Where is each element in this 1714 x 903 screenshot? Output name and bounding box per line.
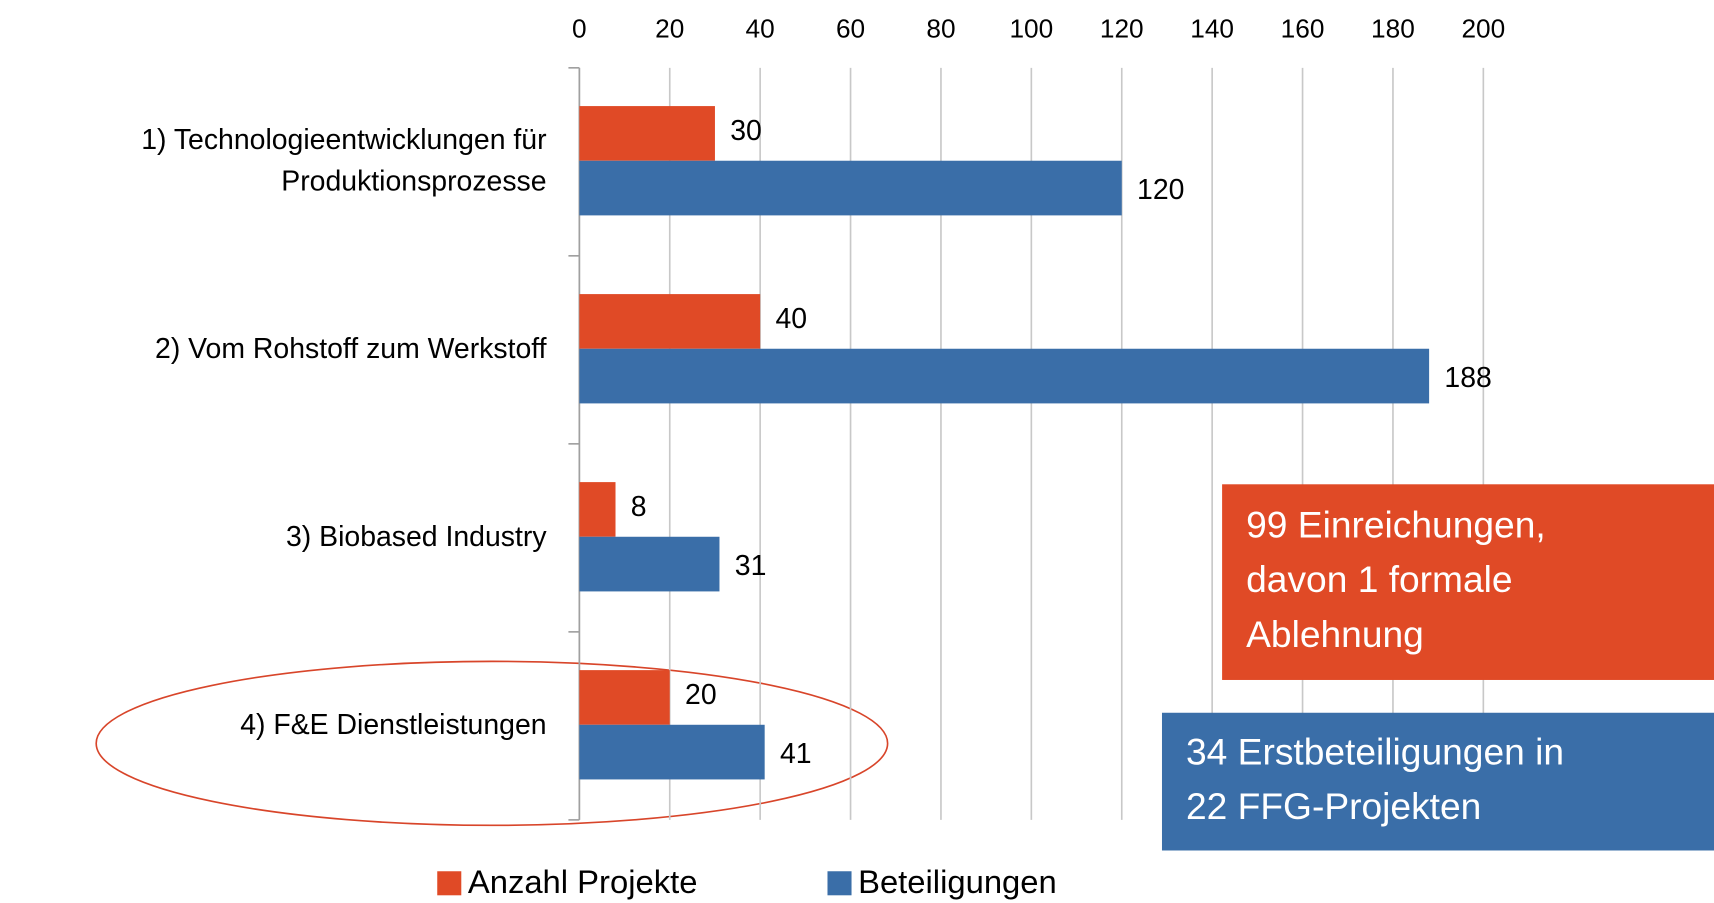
annotation-box [1161, 712, 1714, 851]
x-tick-label: 200 [1461, 14, 1505, 44]
x-tick-label: 160 [1281, 14, 1325, 44]
bar [579, 348, 1430, 404]
bar [579, 536, 720, 592]
x-tick-label: 80 [926, 14, 955, 44]
data-label: 120 [1137, 174, 1184, 206]
y-tick-label: 4) F&E Dienstleistungen [240, 708, 546, 740]
y-tick-label: 2) Vom Rohstoff zum Werkstoff [155, 332, 547, 364]
legend-label: Anzahl Projekte [468, 863, 698, 900]
data-label: 188 [1444, 362, 1491, 394]
x-tick-label: 100 [1009, 14, 1053, 44]
y-tick-label: 3) Biobased Industry [286, 520, 547, 552]
data-label: 40 [775, 303, 807, 335]
x-tick-label: 60 [836, 14, 865, 44]
bar [579, 724, 765, 780]
highlight-ellipse [95, 660, 889, 827]
legend-swatch [437, 871, 462, 896]
data-label: 20 [685, 679, 717, 711]
x-tick-label: 180 [1371, 14, 1415, 44]
annotation-text: 34 Erstbeteiligungen in 22 FFG-Projekten [1186, 730, 1564, 827]
x-tick-label: 0 [572, 14, 587, 44]
data-label: 8 [631, 491, 647, 523]
data-label: 41 [780, 738, 812, 770]
data-label: 30 [730, 115, 762, 147]
legend-label: Beteiligungen [858, 863, 1057, 900]
x-tick-label: 40 [746, 14, 775, 44]
x-tick-label: 20 [655, 14, 684, 44]
bar [579, 482, 616, 537]
bar [579, 106, 715, 161]
data-label: 31 [735, 550, 767, 582]
bar [579, 294, 761, 349]
annotation-text: 99 Einreichungen, davon 1 formale Ablehnun… [1246, 503, 1546, 654]
legend-swatch [827, 871, 852, 896]
bar [579, 670, 670, 725]
bar [579, 160, 1122, 216]
x-tick-label: 120 [1100, 14, 1144, 44]
y-tick-label: 1) Technologieentwicklungen für Produktio… [141, 124, 546, 198]
x-tick-label: 140 [1190, 14, 1234, 44]
annotation-box [1222, 484, 1714, 680]
